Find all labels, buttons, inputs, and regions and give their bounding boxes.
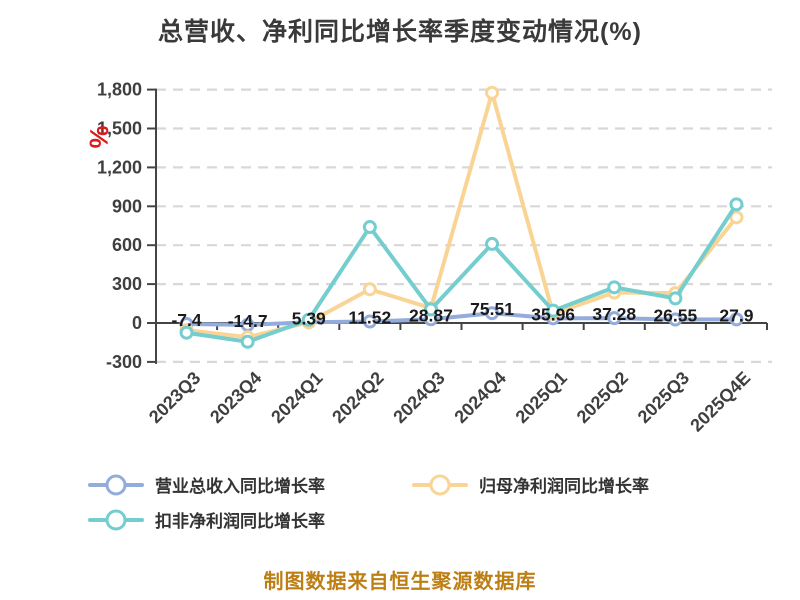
series-non-gaap-net-profit-yoy-point[interactable] xyxy=(240,334,255,349)
series-revenue-yoy-point[interactable] xyxy=(668,312,683,327)
series-non-gaap-net-profit-yoy-point[interactable] xyxy=(546,303,561,318)
series-non-gaap-net-profit-yoy-point[interactable] xyxy=(423,302,438,317)
legend-marker-net-profit-yoy xyxy=(412,474,468,495)
legend-label-net-profit-yoy: 归母净利润同比增长率 xyxy=(479,477,649,496)
x-tick-label: 2023Q4 xyxy=(206,368,265,427)
x-tick-label: 2024Q3 xyxy=(389,368,448,427)
y-axis-unit-label: % xyxy=(84,125,115,149)
series-revenue-yoy-point[interactable] xyxy=(729,312,744,327)
series-non-gaap-net-profit-yoy-point[interactable] xyxy=(362,220,377,235)
chart-title: 总营收、净利同比增长率季度变动情况(%) xyxy=(158,18,642,46)
legend-label-revenue-yoy: 营业总收入同比增长率 xyxy=(155,477,325,496)
legend: 营业总收入同比增长率 归母净利润同比增长率 扣非净利润同比增长率 xyxy=(88,472,778,532)
x-tick-label: 2024Q4 xyxy=(450,368,509,427)
series-net-profit-yoy-point[interactable] xyxy=(362,282,377,297)
series-non-gaap-net-profit-yoy-point[interactable] xyxy=(729,197,744,212)
data-label: 75.51 xyxy=(470,299,514,319)
data-label: 26.55 xyxy=(653,306,697,326)
source-note: 制图数据来自恒生聚源数据库 xyxy=(263,571,537,593)
series-revenue-yoy-point[interactable] xyxy=(362,314,377,329)
data-label: 27.9 xyxy=(719,305,753,325)
y-tick-label: 1,500 xyxy=(97,119,142,139)
legend-item-net-profit-yoy[interactable]: 归母净利润同比增长率 xyxy=(412,472,736,497)
x-tick-label: 2024Q2 xyxy=(328,368,387,427)
data-label: 11.52 xyxy=(348,308,391,328)
y-tick-label: 1,200 xyxy=(97,157,142,177)
x-tick-label: 2025Q3 xyxy=(634,368,693,427)
data-label: 28.87 xyxy=(409,305,453,325)
series-net-profit-yoy-point[interactable] xyxy=(485,85,500,100)
legend-label-non-gaap-net-profit-yoy: 扣非净利润同比增长率 xyxy=(155,512,325,531)
data-label: 37.28 xyxy=(592,304,636,324)
data-label: -7.4 xyxy=(171,310,201,330)
y-tick-label: 300 xyxy=(112,274,142,294)
data-label: -14.7 xyxy=(228,311,268,331)
x-tick-label: 2024Q1 xyxy=(267,368,326,427)
series-revenue-yoy-point[interactable] xyxy=(485,306,500,321)
data-label: 5.39 xyxy=(292,308,326,328)
y-tick-label: 900 xyxy=(112,196,142,216)
series-non-gaap-net-profit-yoy-point[interactable] xyxy=(668,291,683,306)
x-tick-label: 2025Q2 xyxy=(573,368,632,427)
y-tick-label: 600 xyxy=(112,235,142,255)
legend-marker-revenue-yoy xyxy=(88,474,144,495)
legend-marker-non-gaap-net-profit-yoy xyxy=(88,509,144,530)
x-tick-label: 2023Q3 xyxy=(145,368,204,427)
series-non-gaap-net-profit-yoy-point[interactable] xyxy=(485,236,500,251)
series-non-gaap-net-profit-yoy-point[interactable] xyxy=(301,312,316,327)
series-net-profit-yoy-point[interactable] xyxy=(729,210,744,225)
series-non-gaap-net-profit-yoy-line xyxy=(184,202,739,344)
series-revenue-yoy-point[interactable] xyxy=(607,311,622,326)
legend-item-revenue-yoy[interactable]: 营业总收入同比增长率 xyxy=(88,472,412,497)
series-non-gaap-net-profit-yoy-point[interactable] xyxy=(179,325,194,340)
series-revenue-yoy-line xyxy=(184,311,739,327)
y-tick-label: -300 xyxy=(106,352,142,372)
data-label: 35.96 xyxy=(531,304,575,324)
x-tick-label: 2025Q4E xyxy=(686,368,754,436)
series-non-gaap-net-profit-yoy-point[interactable] xyxy=(607,280,622,295)
y-tick-label: 1,800 xyxy=(97,80,142,100)
legend-item-non-gaap-net-profit-yoy[interactable]: 扣非净利润同比增长率 xyxy=(88,507,412,532)
y-tick-label: 0 xyxy=(132,313,142,333)
x-tick-label: 2025Q1 xyxy=(512,368,571,427)
